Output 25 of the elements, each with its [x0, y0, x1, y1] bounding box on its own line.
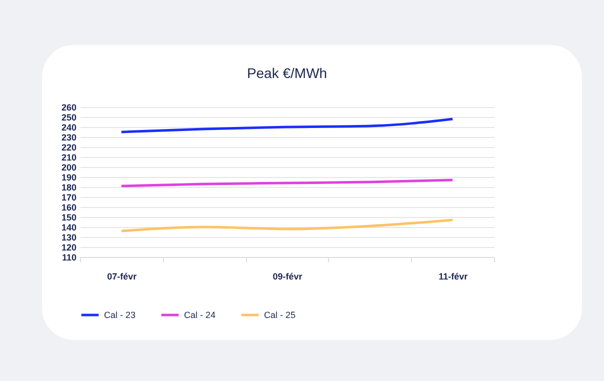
y-tick-label: 210 [61, 152, 76, 162]
y-tick-label: 250 [61, 112, 76, 122]
y-tick-label: 200 [61, 162, 76, 172]
legend-label: Cal - 24 [184, 310, 216, 320]
y-tick-label: 240 [61, 122, 76, 132]
y-tick-label: 130 [61, 232, 76, 242]
y-tick-label: 150 [61, 212, 76, 222]
y-tick-label: 160 [61, 202, 76, 212]
y-tick-label: 190 [61, 172, 76, 182]
line-series [120, 218, 454, 232]
x-tick-label: 09-févr [272, 272, 303, 282]
x-tick-label: 11-févr [438, 272, 468, 282]
x-tick-label: 07-févr [107, 272, 138, 282]
line-series [120, 118, 454, 134]
legend-label: Cal - 25 [264, 310, 296, 320]
y-tick-label: 140 [61, 222, 76, 232]
y-tick-label: 120 [61, 242, 76, 252]
y-tick-label: 260 [61, 102, 76, 112]
y-tick-label: 220 [61, 142, 76, 152]
y-tick-label: 180 [61, 182, 76, 192]
y-tick-label: 170 [61, 192, 76, 202]
y-tick-label: 110 [62, 252, 76, 262]
y-tick-label: 230 [61, 132, 76, 142]
legend-label: Cal - 23 [104, 310, 136, 320]
chart-title: Peak €/MWh [246, 65, 328, 81]
